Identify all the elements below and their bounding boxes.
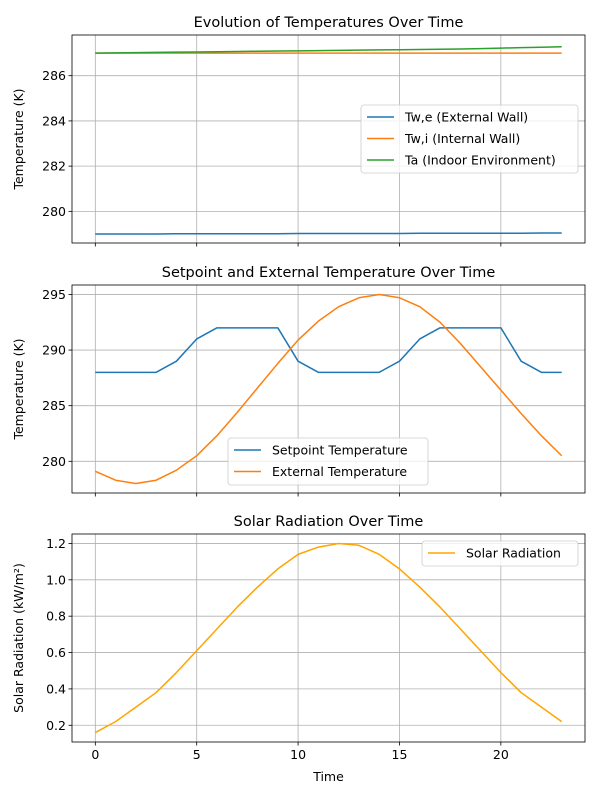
legend-label: External Temperature bbox=[272, 464, 407, 479]
y-axis-label: Solar Radiation (kW/m²) bbox=[11, 563, 26, 713]
y-tick-label: 1.0 bbox=[46, 572, 66, 587]
x-tick-label: 5 bbox=[193, 747, 201, 762]
y-tick-label: 295 bbox=[42, 287, 66, 302]
axes-frame bbox=[71, 533, 586, 743]
x-tick-label: 10 bbox=[290, 747, 306, 762]
y-tick-label: 280 bbox=[42, 204, 66, 219]
y-tick-label: 285 bbox=[42, 398, 66, 413]
y-tick-label: 0.2 bbox=[46, 718, 66, 733]
chart-title: Solar Radiation Over Time bbox=[234, 514, 424, 530]
y-tick-label: 286 bbox=[42, 68, 66, 83]
y-tick-label: 282 bbox=[42, 159, 66, 174]
legend-label: Ta (Indoor Environment) bbox=[404, 153, 556, 168]
legend-label: Tw,e (External Wall) bbox=[404, 110, 528, 125]
legend-label: Setpoint Temperature bbox=[272, 443, 408, 458]
series-line-external-temperature bbox=[95, 293, 563, 485]
axes-frame bbox=[71, 284, 586, 494]
y-tick-label: 280 bbox=[42, 454, 66, 469]
legend-box bbox=[227, 437, 429, 486]
series-line-tw-e-external-wall bbox=[95, 232, 562, 235]
y-axis-label: Temperature (K) bbox=[11, 338, 26, 440]
x-tick-label: 0 bbox=[91, 747, 99, 762]
y-tick-label: 1.2 bbox=[46, 536, 66, 551]
subplot-solar-radiation: 0 5 10 15 20 0.2 0.4 0.6 0.8 1.0 1.2 Solar Radiatio… bbox=[11, 514, 586, 784]
legend: Tw,e (External Wall) Tw,i (Internal Wall)… bbox=[360, 104, 579, 174]
legend-label: Tw,i (Internal Wall) bbox=[404, 131, 520, 146]
subplot-temperatures: 280 282 284 286 Evolution of Temperatures Ov… bbox=[11, 15, 586, 247]
x-tick-label: 20 bbox=[493, 747, 509, 762]
subplot-setpoint-external: 280 285 290 295 Setpoint and External Temper… bbox=[11, 265, 586, 497]
legend-label: Solar Radiation bbox=[466, 546, 561, 561]
y-tick-label: 0.6 bbox=[46, 645, 66, 660]
series-line-solar-radiation bbox=[94, 542, 563, 734]
chart-title: Evolution of Temperatures Over Time bbox=[194, 15, 464, 31]
legend-box bbox=[360, 104, 579, 174]
y-tick-label: 0.8 bbox=[46, 609, 66, 624]
y-tick-label: 290 bbox=[42, 343, 66, 358]
y-tick-label: 0.4 bbox=[46, 681, 66, 696]
chart-title: Setpoint and External Temperature Over T… bbox=[162, 265, 496, 281]
x-tick-label: 15 bbox=[392, 747, 408, 762]
y-tick-label: 284 bbox=[42, 113, 66, 128]
legend: Setpoint Temperature External Temperature bbox=[227, 437, 429, 486]
legend-box bbox=[421, 540, 579, 567]
x-axis-label: Time bbox=[312, 769, 344, 784]
series-line-ta-indoor-environment bbox=[95, 46, 562, 54]
legend: Solar Radiation bbox=[421, 540, 579, 567]
y-axis-label: Temperature (K) bbox=[11, 88, 26, 190]
axes-frame bbox=[71, 34, 586, 244]
series-line-setpoint-temperature bbox=[95, 327, 562, 374]
